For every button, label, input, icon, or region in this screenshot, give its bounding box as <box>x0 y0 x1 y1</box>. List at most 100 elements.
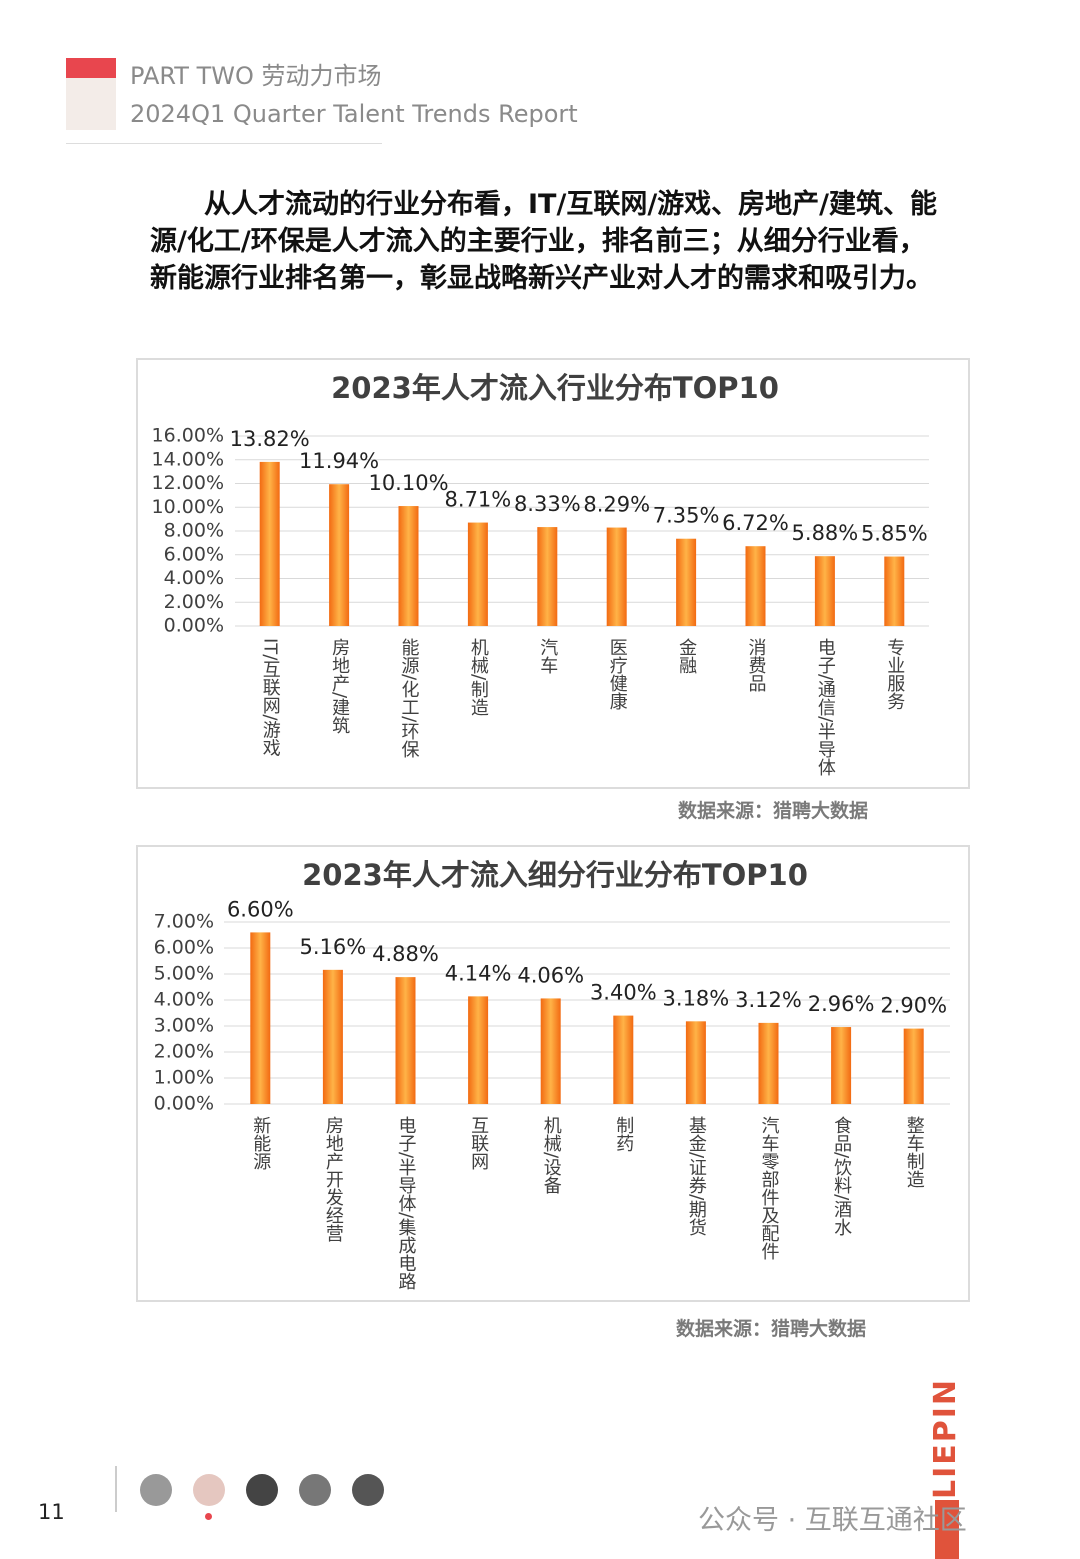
divider <box>115 1466 117 1512</box>
bar <box>884 556 905 626</box>
x-tick-label: 基金/证券/期货 <box>686 1116 707 1236</box>
paragraph: 从人才流动的行业分布看，IT/互联网/游戏、房地产/建筑、能源/化工/环保是人才… <box>150 189 938 294</box>
y-tick-label: 0.00% <box>164 615 224 637</box>
y-tick-label: 12.00% <box>152 472 224 494</box>
thumb <box>246 1474 278 1506</box>
value-label: 8.29% <box>583 493 650 517</box>
value-label: 5.88% <box>792 521 859 545</box>
value-label: 2.90% <box>880 994 947 1018</box>
bar <box>329 484 350 626</box>
x-tick-label: 机械/设备 <box>541 1116 562 1194</box>
y-tick-label: 6.00% <box>154 937 214 959</box>
bar <box>606 527 627 626</box>
value-label: 4.06% <box>517 963 584 987</box>
x-tick-label: IT/互联网/游戏 <box>260 638 281 756</box>
x-tick-label: 食品/饮料/酒水 <box>831 1116 852 1236</box>
x-tick-label: 电子/半导体/集成电路 <box>396 1116 417 1290</box>
y-tick-label: 16.00% <box>152 425 224 447</box>
page-number: 11 <box>38 1500 65 1524</box>
y-tick-label: 7.00% <box>154 911 214 933</box>
brand-bar <box>935 1500 959 1559</box>
bar <box>903 1028 924 1104</box>
bar <box>685 1021 706 1104</box>
y-tick-label: 6.00% <box>164 543 224 565</box>
x-tick-label: 互联网 <box>468 1116 489 1170</box>
bar <box>537 527 558 626</box>
brand: LIEPIN <box>928 1378 963 1500</box>
x-tick-label: 能源/化工/环保 <box>399 638 420 758</box>
y-tick-label: 8.00% <box>164 520 224 542</box>
bar <box>745 546 766 626</box>
source: 数据来源：猎聘大数据 <box>676 1318 867 1340</box>
header-subtitle: 2024Q1 Quarter Talent Trends Report <box>130 100 578 128</box>
y-tick-label: 4.00% <box>164 567 224 589</box>
value-label: 3.40% <box>590 981 657 1005</box>
value-label: 4.14% <box>445 961 512 985</box>
bar <box>676 538 697 626</box>
value-label: 13.82% <box>230 427 310 451</box>
x-tick-label: 房地产开发经营 <box>323 1116 344 1242</box>
x-tick-label: 汽车 <box>537 638 558 674</box>
value-label: 4.88% <box>372 942 439 966</box>
value-label: 3.12% <box>735 988 802 1012</box>
value-label: 6.72% <box>722 511 789 535</box>
value-label: 5.16% <box>300 935 367 959</box>
y-tick-label: 2.00% <box>164 591 224 613</box>
header-photo <box>66 58 116 130</box>
header-title: PART TWO 劳动力市场 <box>130 62 382 90</box>
bar <box>814 556 835 626</box>
y-tick-label: 10.00% <box>152 496 224 518</box>
x-tick-label: 房地产/建筑 <box>329 638 350 734</box>
x-tick-label: 专业服务 <box>884 638 905 710</box>
y-tick-label: 5.00% <box>154 963 214 985</box>
x-tick-label: 金融 <box>676 638 697 674</box>
value-label: 8.71% <box>445 488 512 512</box>
y-tick-label: 14.00% <box>152 448 224 470</box>
y-tick-label: 1.00% <box>154 1067 214 1089</box>
value-label: 7.35% <box>653 504 720 528</box>
thumb <box>140 1474 172 1506</box>
chart: 2023年人才流入细分行业分布TOP10 0.00% 1.00% 2.00% 3.00%… <box>136 845 970 1302</box>
watermark: 公众号 · 互联互通社区 <box>698 1505 967 1536</box>
value-label: 6.60% <box>227 897 294 921</box>
dot <box>205 1513 212 1520</box>
x-tick-label: 整车制造 <box>904 1116 925 1188</box>
bar <box>250 932 271 1104</box>
bar <box>322 969 343 1104</box>
y-tick-label: 3.00% <box>154 1015 214 1037</box>
y-tick-label: 0.00% <box>154 1093 214 1115</box>
bar <box>831 1027 852 1104</box>
bar <box>395 977 416 1104</box>
x-tick-label: 电子/通信/半导体 <box>815 638 836 776</box>
bar <box>398 506 419 626</box>
bar <box>540 998 561 1104</box>
source: 数据来源：猎聘大数据 <box>678 800 869 822</box>
bar <box>259 461 280 626</box>
chart-title: 2023年人才流入细分行业分布TOP10 <box>302 858 808 892</box>
bar <box>758 1022 779 1104</box>
x-tick-label: 消费品 <box>746 638 767 692</box>
value-label: 8.33% <box>514 492 581 516</box>
value-label: 10.10% <box>368 471 448 495</box>
chart-title: 2023年人才流入行业分布TOP10 <box>331 371 779 405</box>
value-label: 3.18% <box>663 986 730 1010</box>
thumb <box>193 1474 225 1506</box>
value-label: 11.94% <box>299 449 379 473</box>
bar <box>468 996 489 1104</box>
x-tick-label: 制药 <box>613 1116 634 1152</box>
bar <box>613 1015 634 1104</box>
chart: 2023年人才流入行业分布TOP100.00%2.00%4.00%6.00%8.… <box>136 358 970 789</box>
header-rule <box>66 143 382 144</box>
value-label: 5.85% <box>861 522 928 546</box>
thumb <box>299 1474 331 1506</box>
x-tick-label: 汽车零部件及配件 <box>759 1116 780 1260</box>
x-tick-label: 医疗健康 <box>607 638 628 710</box>
x-tick-label: 新能源 <box>250 1116 271 1171</box>
value-label: 2.96% <box>808 992 875 1016</box>
bar <box>467 522 488 626</box>
y-tick-label: 4.00% <box>154 989 214 1011</box>
thumb <box>352 1474 384 1506</box>
y-tick-label: 2.00% <box>154 1041 214 1063</box>
x-tick-label: 机械/制造 <box>468 638 489 716</box>
